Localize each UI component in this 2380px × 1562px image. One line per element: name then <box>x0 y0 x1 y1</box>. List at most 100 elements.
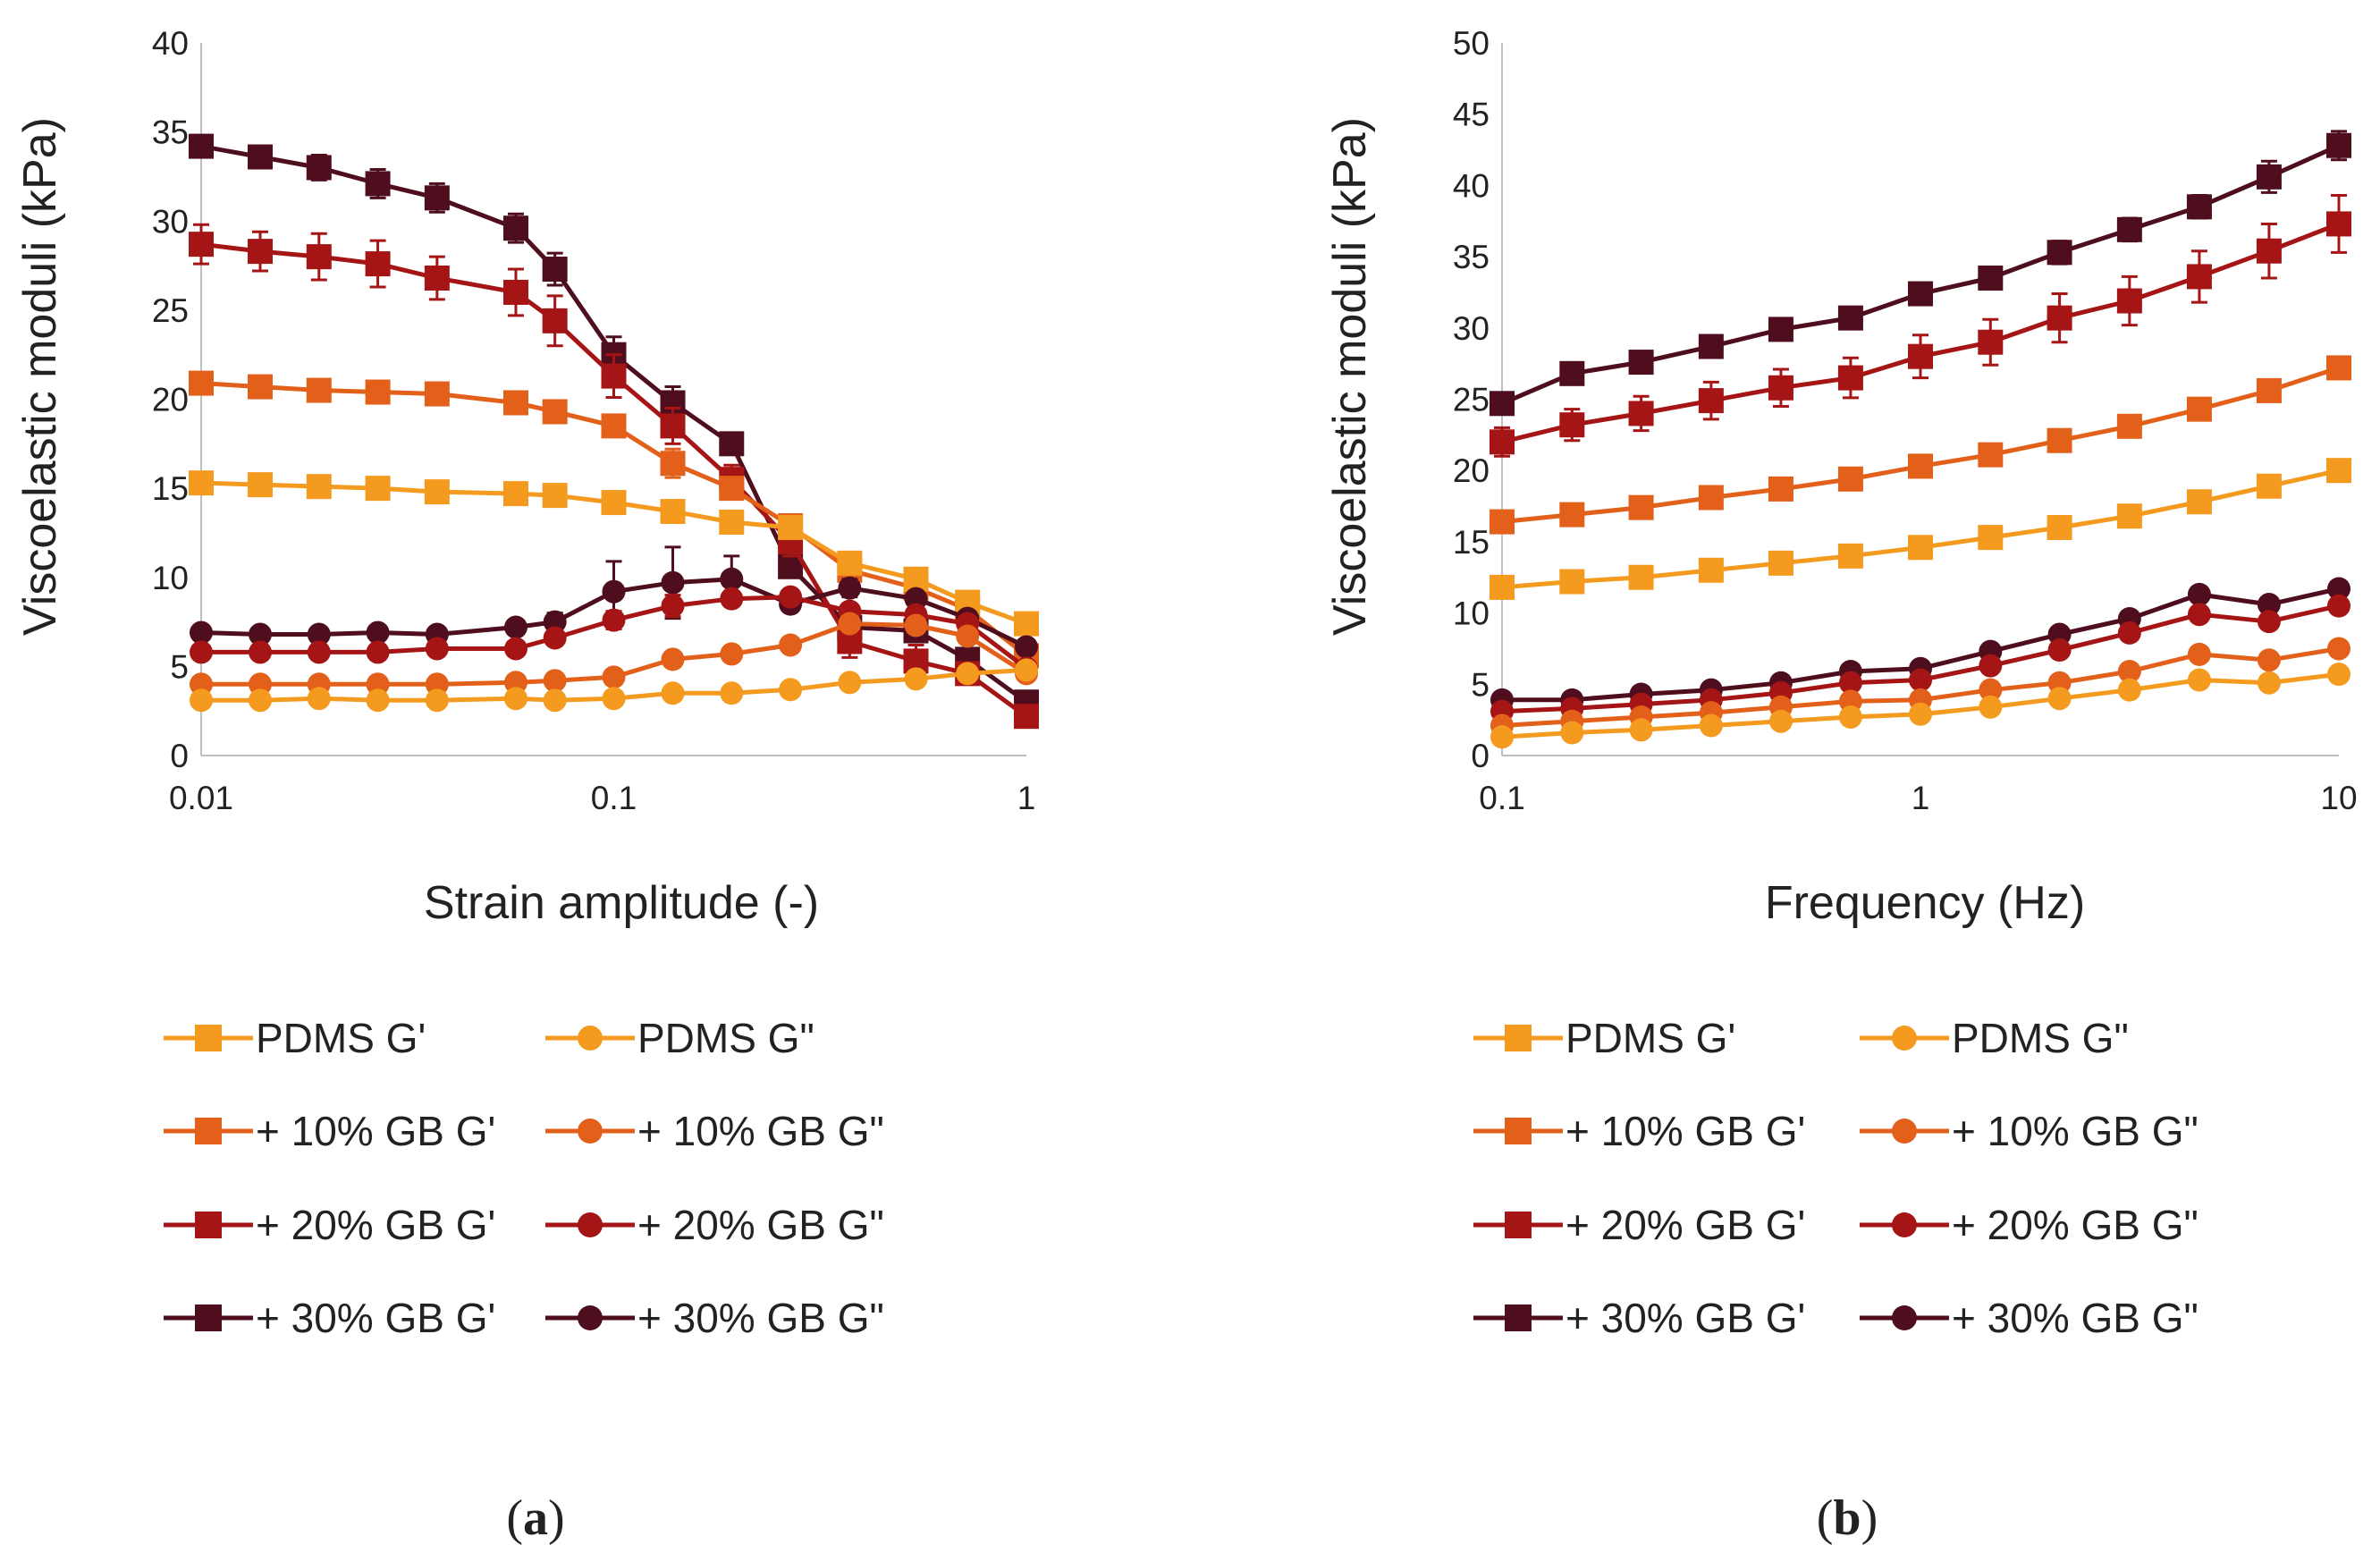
data-point <box>2326 458 2351 484</box>
series-30pct-gb-g-gp <box>1490 130 2351 417</box>
data-point <box>2326 132 2351 158</box>
x-tick-label: 0.01 <box>169 780 233 816</box>
data-point <box>249 672 273 697</box>
series-20pct-gb-g-gpp <box>1490 594 2350 723</box>
legend-item-10pct-gb-g-gp: + 10% GB G' <box>164 1108 495 1154</box>
data-point <box>904 667 928 691</box>
data-point <box>2327 577 2350 601</box>
data-point <box>2187 582 2211 606</box>
legend-item-pdms-g-gp: PDMS G' <box>1473 1015 1735 1061</box>
data-point <box>1559 569 1585 595</box>
y-tick-label: 15 <box>152 470 189 507</box>
panel-a-y-axis-title: Viscoelastic moduli (kPa) <box>14 117 66 636</box>
panel-b-label: (b) <box>1817 1490 1878 1546</box>
data-point <box>365 171 391 197</box>
legend-marker <box>1892 1305 1917 1330</box>
legend-marker <box>1892 1026 1917 1051</box>
data-point <box>1015 658 1038 682</box>
data-point <box>1628 564 1654 590</box>
data-point <box>189 470 214 496</box>
data-point <box>248 472 274 498</box>
data-point <box>502 215 528 241</box>
legend-item-30pct-gb-g-gpp: + 30% GB G" <box>545 1295 884 1341</box>
data-point <box>720 642 744 666</box>
series-line-20pct-gb-g-gp <box>1501 222 2340 444</box>
data-point <box>956 624 980 648</box>
data-point <box>779 585 803 609</box>
data-point <box>1838 671 1862 695</box>
series-10pct-gb-g-gpp <box>190 612 1038 697</box>
data-point <box>503 687 527 711</box>
data-point <box>2187 642 2211 666</box>
data-point <box>661 570 685 595</box>
data-point <box>1909 702 1932 726</box>
data-point <box>248 239 274 265</box>
data-point <box>543 610 567 634</box>
data-point <box>425 672 449 697</box>
series-10pct-gb-g-gp <box>1490 355 2351 535</box>
data-point <box>1559 502 1585 528</box>
y-tick-label: 5 <box>170 648 189 685</box>
data-point <box>602 687 626 711</box>
data-point <box>365 476 391 502</box>
legend-label: + 30% GB G' <box>1566 1295 1805 1341</box>
data-point <box>602 579 626 604</box>
series-10pct-gb-g-gpp <box>1490 637 2350 738</box>
x-tick-label: 1 <box>1017 780 1036 816</box>
data-point <box>719 509 745 535</box>
data-point <box>2257 610 2281 634</box>
data-point <box>2186 396 2212 422</box>
y-tick-label: 40 <box>152 25 189 62</box>
data-point <box>660 499 686 525</box>
data-point <box>1629 718 1653 742</box>
data-point <box>306 244 332 270</box>
legend-label: + 10% GB G" <box>1952 1108 2199 1154</box>
data-point <box>1699 713 1723 738</box>
data-point <box>424 185 450 211</box>
data-point <box>366 621 390 645</box>
data-point <box>542 308 568 334</box>
data-point <box>1978 266 2004 291</box>
data-point <box>189 232 214 258</box>
data-point <box>1014 704 1039 730</box>
data-point <box>1490 574 1515 600</box>
data-point <box>1698 557 1724 583</box>
data-point <box>1560 721 1584 745</box>
legend-marker <box>578 1119 603 1144</box>
data-point <box>956 662 980 686</box>
legend-item-30pct-gb-g-gpp: + 30% GB G" <box>1860 1295 2199 1341</box>
data-point <box>1014 611 1039 637</box>
y-tick-label: 25 <box>1453 382 1490 418</box>
data-point <box>1768 317 1793 342</box>
data-point <box>503 671 527 695</box>
data-point <box>1908 535 1933 561</box>
legend-label: + 10% GB G' <box>256 1108 495 1154</box>
data-point <box>660 451 686 477</box>
data-point <box>2047 514 2072 540</box>
legend-marker <box>1505 1025 1532 1051</box>
data-point <box>1559 360 1585 386</box>
series-20pct-gb-g-gp <box>1490 194 2351 458</box>
panel-a-label-letter: a <box>523 1490 548 1546</box>
y-tick-label: 30 <box>1453 310 1490 347</box>
legend-marker <box>578 1026 603 1051</box>
legend-label: + 30% GB G" <box>1952 1295 2199 1341</box>
data-point <box>2047 638 2072 663</box>
panel-a-label: (a) <box>506 1490 564 1546</box>
legend-marker <box>195 1304 222 1331</box>
data-point <box>1628 350 1654 376</box>
legend-item-pdms-g-gpp: PDMS G" <box>1860 1015 2129 1061</box>
data-point <box>1490 391 1515 417</box>
data-point <box>503 637 527 661</box>
legend-item-30pct-gb-g-gp: + 30% GB G' <box>1473 1295 1805 1341</box>
data-point <box>2256 164 2282 190</box>
data-point <box>2327 594 2350 618</box>
series-line-pdms-g-gp <box>1501 468 2340 590</box>
data-point <box>424 479 450 505</box>
data-point <box>1628 401 1654 426</box>
data-point <box>2187 668 2211 692</box>
legend-item-30pct-gb-g-gp: + 30% GB G' <box>164 1295 495 1341</box>
data-point <box>190 672 213 697</box>
data-point <box>719 476 745 502</box>
data-point <box>1837 466 1863 492</box>
